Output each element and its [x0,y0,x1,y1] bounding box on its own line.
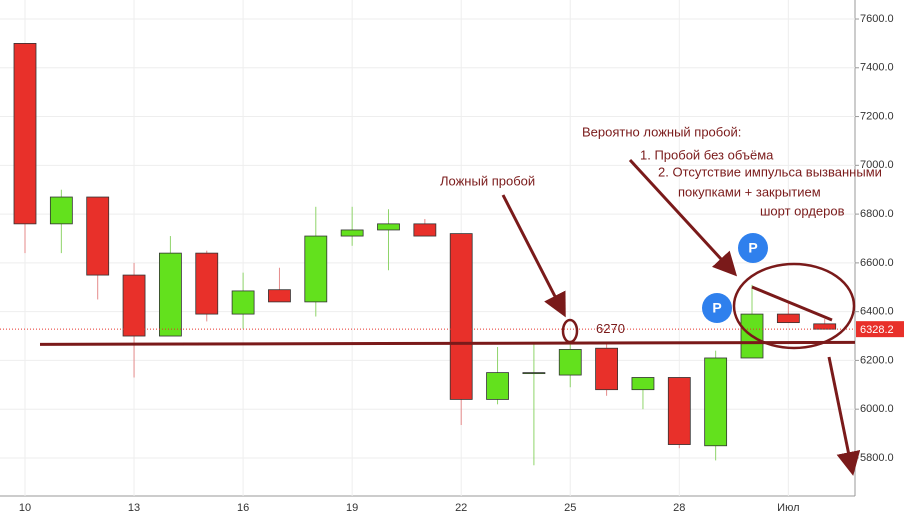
y-tick-label: 7000.0 [860,159,894,171]
candle-body [704,357,728,447]
y-tick-label: 6800.0 [860,208,894,220]
candle-body [631,377,655,391]
icon [702,293,732,323]
annotations-layer: Ложный пробой Вероятно ложный пробой: 1.… [440,124,882,476]
annotation: покупками + закрытием [678,184,821,199]
last-price-box [856,321,904,338]
icon-label: P [748,240,757,256]
candle-body [667,377,691,445]
candle-body [49,196,73,225]
candle-body [558,349,582,376]
candle-body [158,252,182,337]
icon-label: P [712,300,721,316]
annotation: шорт ордеров [760,203,845,218]
arrow [501,194,566,318]
candle-body [813,323,837,330]
candle-body [449,233,473,400]
y-tick-label: 7400.0 [860,62,894,74]
candle-body [268,289,291,303]
candle-body [413,223,437,237]
y-tick-label: 5800.0 [860,452,894,464]
annotation: 2. Отсутствие импульса вызванными [658,164,882,179]
candle-body [304,235,328,303]
candle-body [13,43,37,225]
candle-body [377,223,400,231]
candle-body [122,274,146,337]
x-tick-label: 16 [237,502,249,514]
x-tick-label: 28 [673,502,685,514]
candle-body [231,290,255,315]
x-tick-label: 13 [128,502,140,514]
candle-body [340,229,364,237]
candle-body [595,347,618,391]
x-tick-label: Июл [777,502,799,514]
x-tick-label: 19 [346,502,358,514]
annotation: Вероятно ложный пробой: [582,124,741,139]
candle-body [486,372,509,400]
x-tick-label: 22 [455,502,467,514]
trend-line [751,285,833,322]
annotation: 1. Пробой без объёма [640,147,774,162]
x-tick-label: 25 [564,502,576,514]
level-line [39,340,856,346]
arrow [827,356,861,476]
icon [738,233,768,263]
y-tick-label: 6600.0 [860,257,894,269]
y-tick-label: 6200.0 [860,354,894,366]
candle-body [522,372,546,375]
circle [561,318,579,344]
level-label: 6270 [596,321,625,336]
candle-body [195,252,219,315]
last-price-label: 6328.2 [860,324,894,336]
annotation: Ложный пробой [440,173,535,188]
y-tick-label: 6000.0 [860,403,894,415]
candle-body [86,196,110,276]
y-tick-label: 7200.0 [860,110,894,122]
circle [732,262,856,350]
y-tick-label: 7600.0 [860,13,894,25]
candle-body [776,313,800,324]
arrow [628,158,738,277]
x-tick-label: 10 [19,502,31,514]
y-tick-label: 6400.0 [860,306,894,318]
